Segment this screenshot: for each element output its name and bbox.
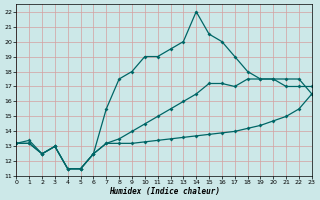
X-axis label: Humidex (Indice chaleur): Humidex (Indice chaleur) — [108, 187, 220, 196]
